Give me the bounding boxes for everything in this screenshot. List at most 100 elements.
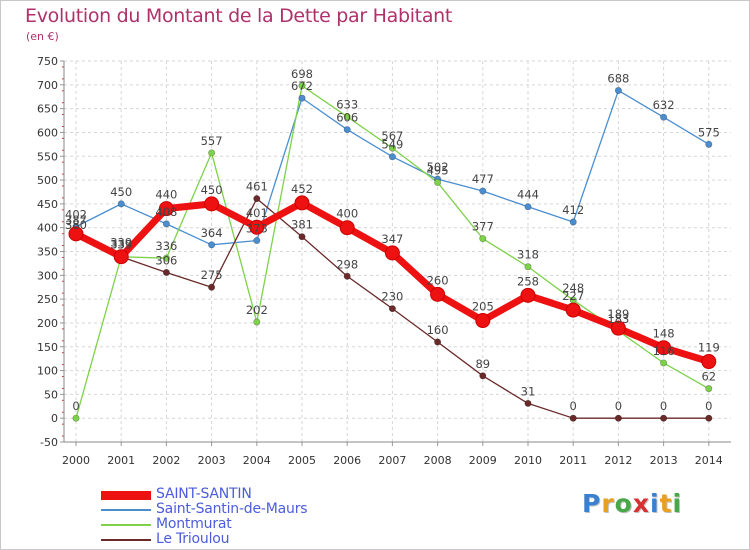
data-point [569, 218, 577, 226]
data-point [434, 338, 442, 346]
legend-swatch [101, 524, 151, 526]
data-label: 119 [698, 341, 720, 355]
y-tick-label: 0 [51, 412, 58, 425]
data-label: 275 [201, 268, 223, 282]
data-point [524, 203, 532, 211]
data-point [656, 340, 672, 356]
legend-item-saint-santin: SAINT-SANTIN [101, 486, 401, 502]
logo-letter: i [672, 489, 683, 518]
data-point [475, 313, 491, 329]
data-point [68, 226, 84, 242]
data-point [479, 187, 487, 195]
y-tick-label: 300 [37, 269, 58, 282]
data-label: 202 [246, 303, 268, 317]
data-point [72, 414, 80, 422]
y-tick-label: -50 [40, 436, 58, 449]
x-tick-label: 2011 [559, 454, 587, 467]
data-point [208, 241, 216, 249]
data-point [705, 385, 713, 393]
legend-swatch [101, 491, 151, 500]
logo-letter: r [601, 489, 615, 518]
data-label: 160 [427, 323, 449, 337]
series-line-saint-santin-de-maurs [75, 89, 710, 246]
y-tick-label: 250 [37, 293, 58, 306]
data-point [384, 245, 400, 261]
data-label: 0 [660, 399, 667, 413]
data-point [162, 268, 170, 276]
data-point [113, 249, 129, 265]
data-label: 606 [336, 111, 358, 125]
data-label: 557 [201, 134, 223, 148]
logo-letter: x [632, 489, 650, 518]
data-point [117, 200, 125, 208]
data-label: 401 [246, 206, 268, 220]
legend-label: Montmurat [156, 516, 232, 532]
data-point [614, 87, 622, 95]
data-point [298, 233, 306, 241]
data-labels: 402 450 408 364 373 672 606 549 502 477 444 412 688 6… [65, 67, 720, 413]
data-point [204, 196, 220, 212]
data-point [660, 359, 668, 367]
chart-subtitle: (en €) [26, 30, 59, 43]
data-label: 444 [517, 188, 539, 202]
data-label: 339 [110, 238, 132, 252]
data-point [705, 414, 713, 422]
y-tick-label: 700 [37, 79, 58, 92]
data-label: 62 [701, 370, 716, 384]
data-point [701, 354, 717, 370]
y-tick-label: 550 [37, 150, 58, 163]
data-point [524, 399, 532, 407]
legend-item-montmurat: Montmurat [101, 516, 401, 532]
legend-label: SAINT-SANTIN [156, 486, 252, 502]
data-point [569, 414, 577, 422]
x-tick-label: 2014 [695, 454, 723, 467]
data-point [249, 219, 265, 235]
x-tick-label: 2007 [378, 454, 406, 467]
chart-title: Evolution du Montant de la Dette par Hab… [25, 5, 453, 27]
legend-label: Saint-Santin-de-Maurs [156, 501, 308, 517]
y-tick-label: 450 [37, 198, 58, 211]
data-label: 400 [336, 207, 358, 221]
data-label: 672 [291, 79, 313, 93]
x-tick-label: 2002 [152, 454, 180, 467]
y-tick-label: 750 [37, 55, 58, 68]
data-point [162, 254, 170, 262]
logo-letter: P [582, 489, 602, 518]
data-label: 373 [246, 222, 268, 236]
y-tick-label: 650 [37, 103, 58, 116]
data-label: 258 [517, 274, 539, 288]
series-points [68, 82, 717, 422]
logo-letter: i [650, 489, 660, 518]
data-label: 31 [521, 384, 536, 398]
legend-label: Le Trioulou [156, 531, 230, 547]
data-point [479, 372, 487, 380]
legend: SAINT-SANTIN Saint-Santin-de-Maurs Montmur… [101, 486, 401, 547]
legend-item-le-trioulou: Le Trioulou [101, 531, 401, 547]
data-point [208, 283, 216, 291]
y-tick-label: 350 [37, 246, 58, 259]
data-label: 575 [698, 125, 720, 139]
data-label: 318 [517, 248, 539, 262]
data-point [434, 178, 442, 186]
data-point [565, 302, 581, 318]
y-tick-label: 400 [37, 222, 58, 235]
data-point [614, 414, 622, 422]
data-label: 339 [110, 236, 132, 250]
data-label: 380 [65, 218, 87, 232]
data-point [343, 272, 351, 280]
data-point [158, 201, 174, 217]
data-label: 461 [246, 180, 268, 194]
data-label: 336 [155, 239, 177, 253]
x-tick-label: 2004 [243, 454, 271, 467]
data-point [705, 140, 713, 148]
data-label: 0 [72, 399, 79, 413]
data-point [610, 320, 626, 336]
data-label: 205 [472, 300, 494, 314]
data-label: 549 [381, 138, 403, 152]
data-label: 306 [155, 253, 177, 267]
data-point [388, 144, 396, 152]
data-label: 450 [110, 185, 132, 199]
data-label: 633 [336, 98, 358, 112]
x-tick-label: 2009 [469, 454, 497, 467]
